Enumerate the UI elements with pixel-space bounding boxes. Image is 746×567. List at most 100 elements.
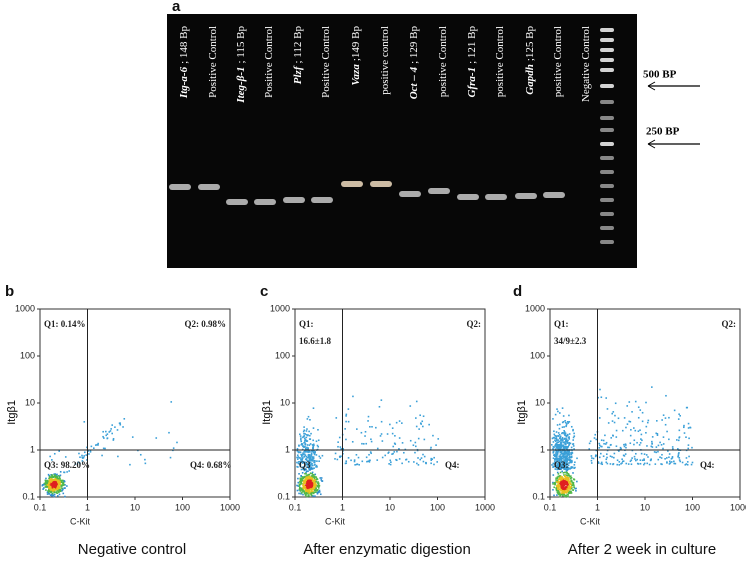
event-dot	[556, 479, 558, 482]
event-dot	[53, 493, 56, 496]
event-dot	[59, 483, 62, 486]
event-dot	[105, 430, 107, 433]
event-dot	[563, 463, 565, 466]
event-dot	[304, 479, 307, 482]
event-dot	[303, 490, 305, 492]
event-dot	[567, 439, 569, 442]
event-dot	[558, 462, 561, 464]
event-dot	[43, 487, 45, 489]
event-dot	[646, 421, 649, 424]
event-dot	[51, 495, 53, 497]
event-dot	[605, 443, 607, 445]
event-dot	[296, 489, 299, 492]
event-dot	[297, 485, 300, 487]
event-dot	[621, 458, 623, 461]
event-dot	[560, 442, 562, 445]
event-dot	[308, 475, 310, 478]
event-dot	[299, 487, 302, 489]
event-dot	[654, 463, 657, 465]
event-dot	[414, 451, 416, 454]
event-dot	[59, 479, 62, 482]
event-dot	[48, 485, 50, 487]
event-dot	[415, 425, 418, 428]
event-dot	[54, 486, 56, 489]
event-dot	[387, 451, 390, 454]
event-dot	[598, 442, 601, 445]
event-dot	[563, 460, 566, 463]
event-dot	[309, 486, 312, 489]
event-dot	[559, 454, 562, 456]
event-dot	[564, 490, 566, 493]
event-dot	[303, 432, 305, 435]
event-dot	[552, 488, 554, 491]
event-dot	[558, 447, 561, 450]
event-dot	[305, 476, 307, 479]
event-dot	[569, 461, 571, 464]
event-dot	[307, 415, 310, 418]
event-dot	[634, 458, 636, 460]
event-dot	[555, 464, 557, 467]
event-dot	[686, 461, 689, 463]
event-dot	[565, 479, 568, 481]
event-dot	[312, 450, 314, 453]
event-dot	[369, 451, 372, 453]
event-dot	[48, 488, 50, 491]
event-dot	[591, 457, 593, 459]
quadrant-label: Q3	[299, 460, 311, 470]
event-dot	[361, 442, 363, 445]
caption: After 2 week in culture	[568, 541, 716, 558]
event-dot	[334, 458, 336, 460]
event-dot	[670, 457, 673, 460]
event-dot	[626, 405, 629, 407]
event-dot	[639, 459, 642, 461]
ladder-band	[600, 212, 614, 216]
event-dot	[564, 481, 567, 484]
event-dot	[364, 435, 366, 437]
event-dot	[558, 476, 561, 479]
event-dot	[51, 459, 53, 461]
event-dot	[559, 447, 562, 449]
event-dot	[311, 464, 314, 467]
event-dot	[314, 479, 316, 482]
event-dot	[45, 489, 47, 491]
event-dot	[86, 459, 88, 461]
y-tick-label: 0.1	[277, 491, 290, 501]
event-dot	[49, 494, 52, 497]
event-dot	[305, 473, 307, 475]
event-dot	[337, 441, 339, 443]
x-tick-label: 1000	[730, 502, 746, 512]
event-dot	[61, 489, 63, 492]
event-dot	[47, 490, 49, 492]
event-dot	[306, 488, 309, 491]
event-dot	[298, 492, 300, 495]
event-dot	[316, 444, 319, 447]
event-dot	[306, 489, 309, 492]
event-dot	[299, 457, 301, 459]
event-dot	[308, 492, 310, 494]
event-dot	[417, 457, 419, 459]
event-dot	[556, 476, 559, 479]
event-dot	[557, 473, 560, 475]
event-dot	[81, 460, 84, 462]
event-dot	[562, 455, 564, 458]
event-dot	[562, 490, 564, 492]
event-dot	[311, 455, 313, 458]
event-dot	[639, 429, 641, 431]
event-dot	[551, 464, 553, 466]
event-dot	[303, 481, 305, 483]
event-dot	[553, 453, 556, 456]
event-dot	[563, 481, 566, 484]
panel-letter: b	[5, 283, 14, 300]
x-axis-label: C-Kit	[70, 516, 90, 526]
event-dot	[351, 440, 354, 443]
marker-arrow-head	[647, 139, 656, 149]
event-dot	[563, 456, 566, 458]
event-dot	[299, 464, 302, 467]
event-dot	[555, 454, 557, 457]
event-dot	[345, 460, 348, 462]
event-dot	[297, 462, 300, 465]
event-dot	[302, 477, 305, 480]
event-dot	[618, 464, 621, 466]
event-dot	[345, 413, 348, 416]
event-dot	[49, 479, 51, 481]
